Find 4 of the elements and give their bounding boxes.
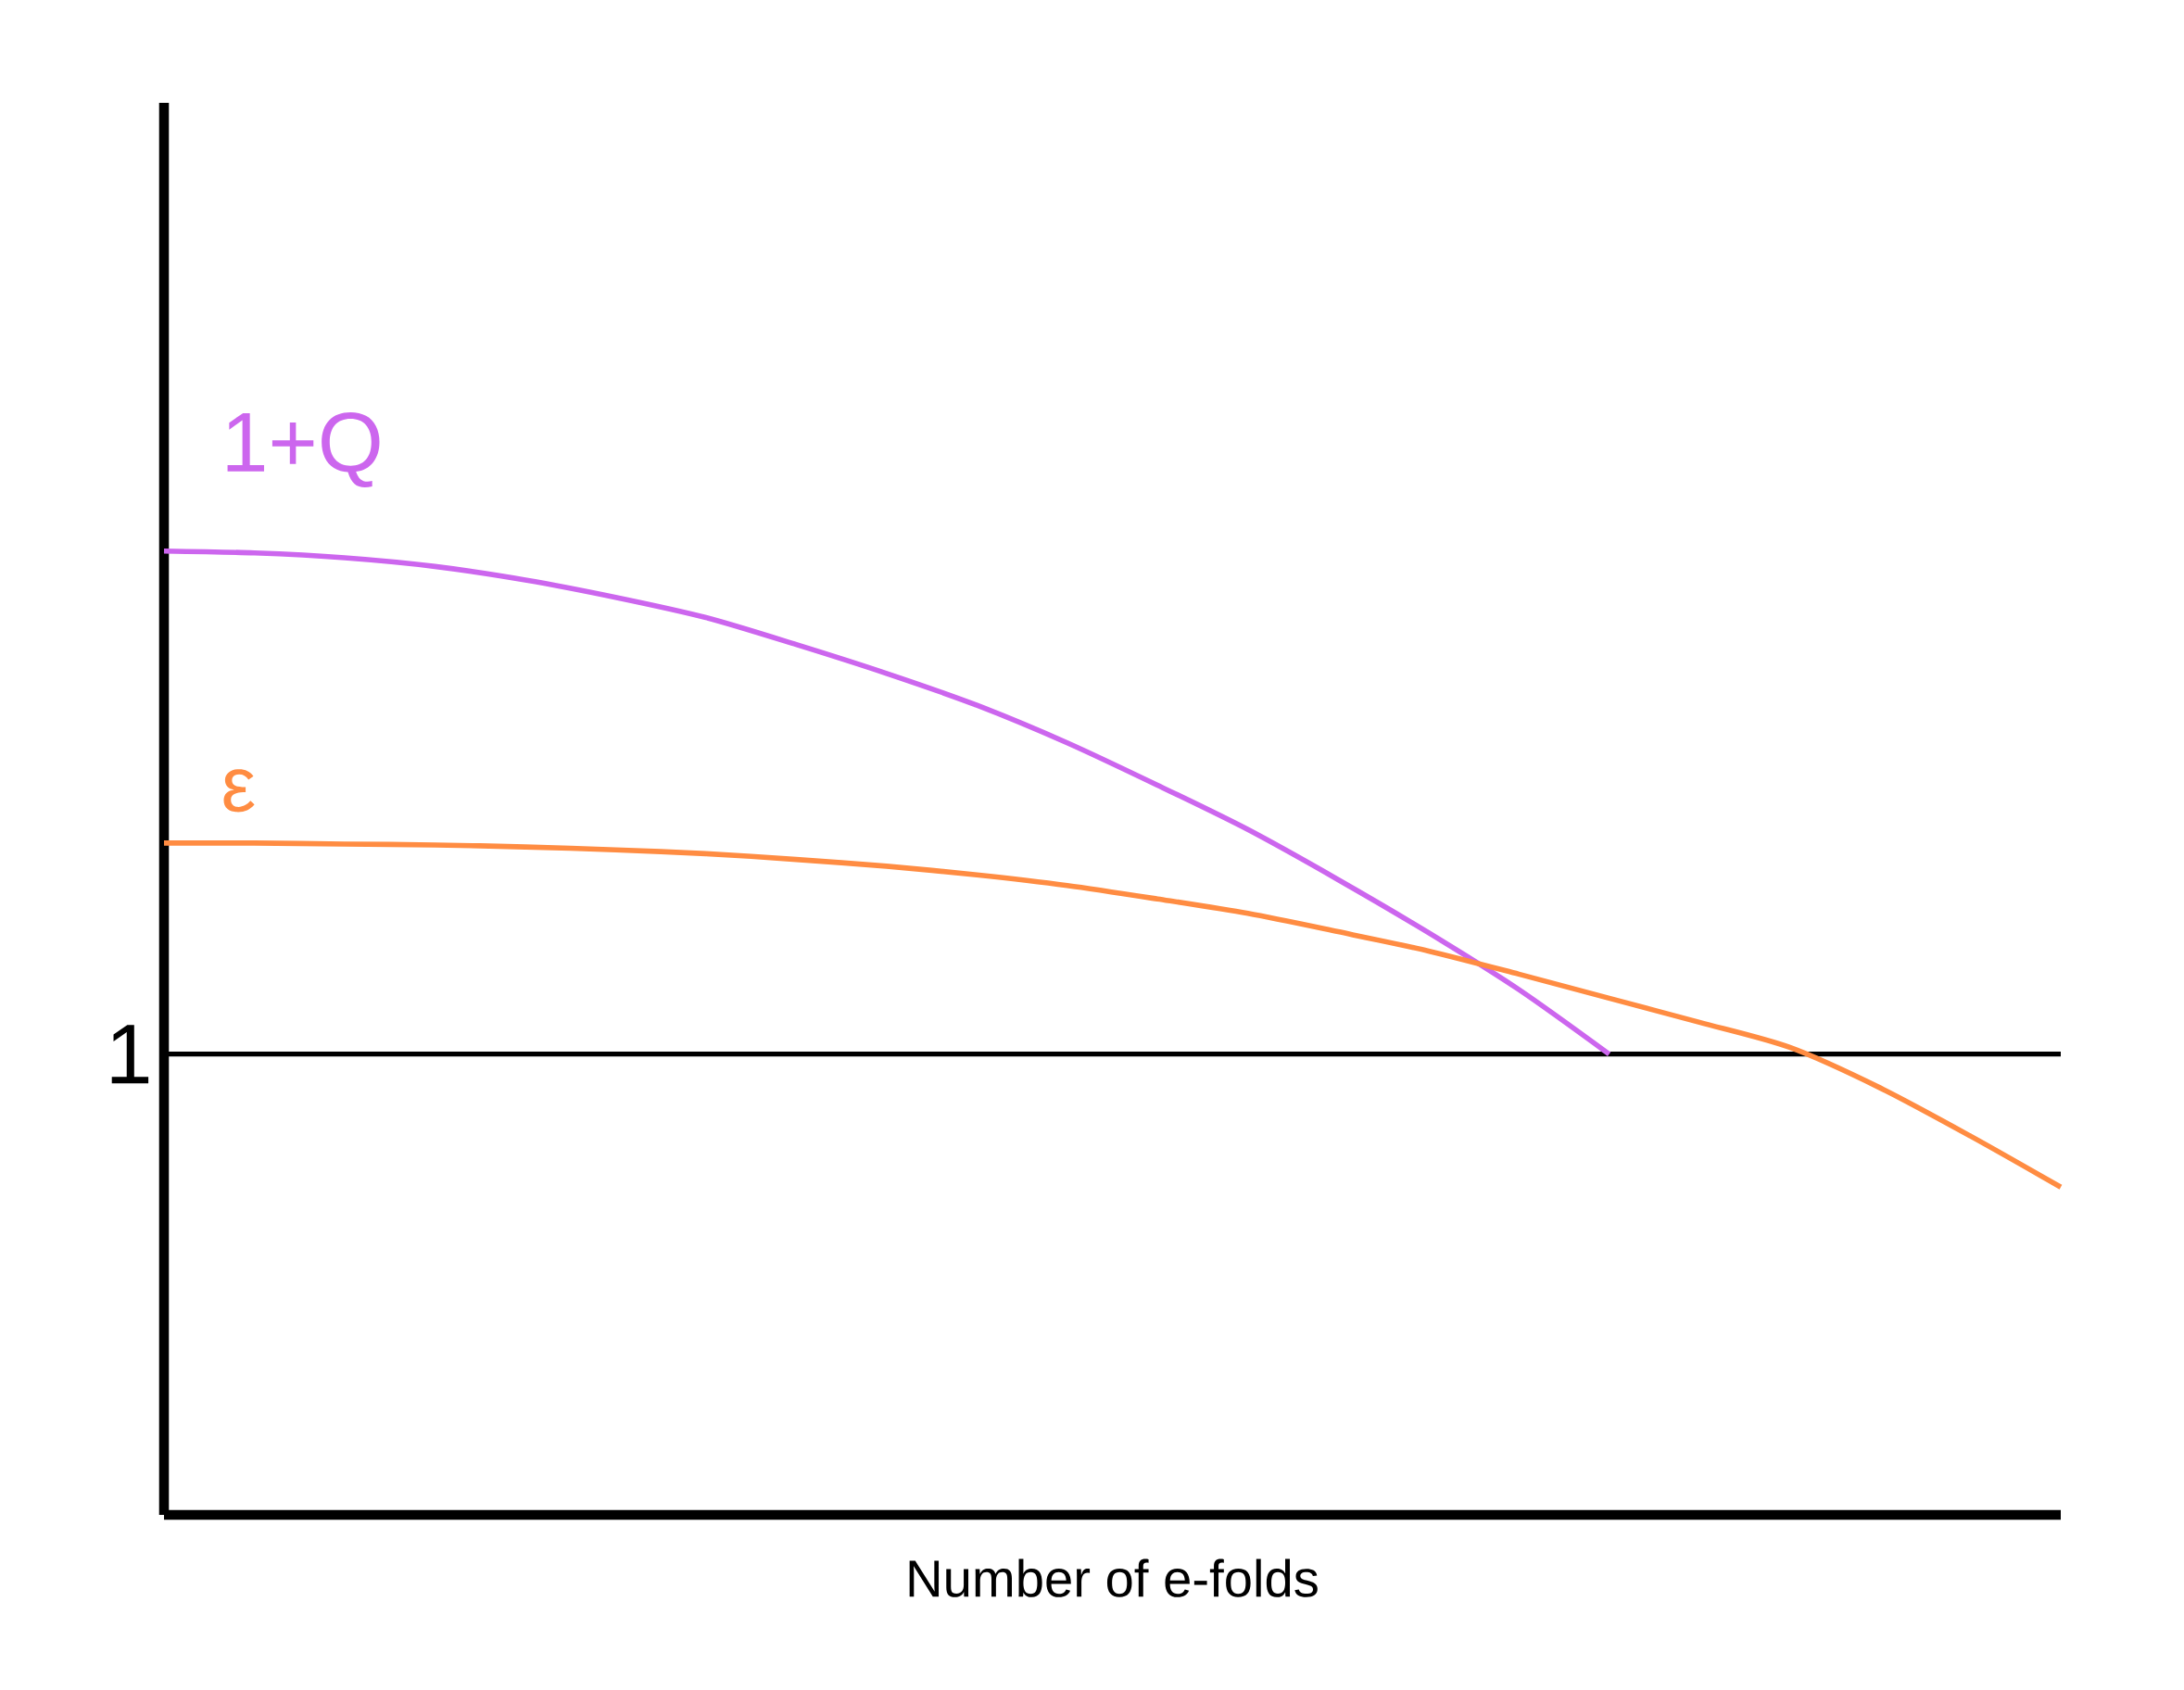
text: 1 xyxy=(111,1025,149,1084)
series-label: 1+Q xyxy=(227,411,380,488)
series-label: ε xyxy=(223,769,255,813)
x-axis-title: Number of e-folds xyxy=(909,1558,1318,1597)
